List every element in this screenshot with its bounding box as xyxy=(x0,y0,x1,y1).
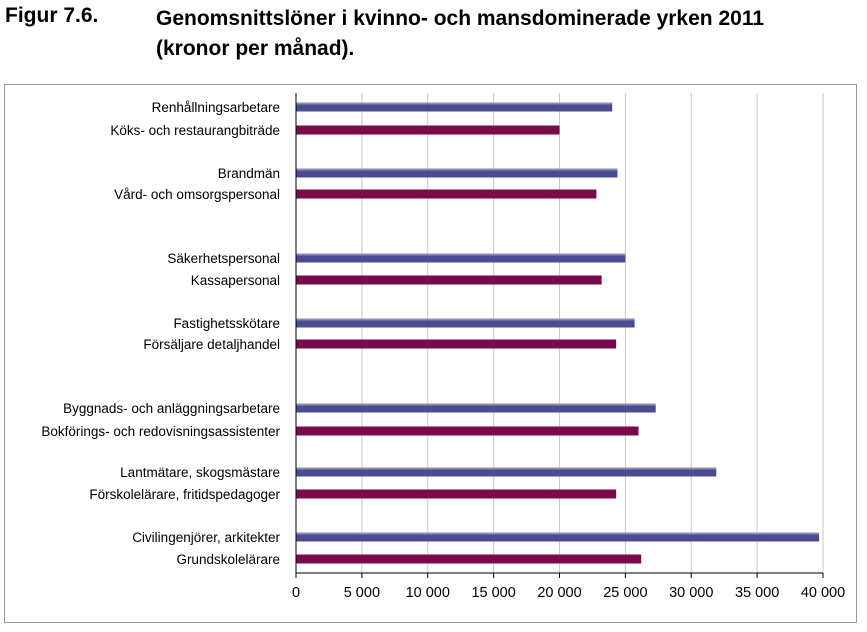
chart-frame: Renhållningsarbetare Köks- och restaurang… xyxy=(4,84,857,623)
figure-title-line-2: (kronor per månad). xyxy=(156,37,355,60)
category-label: Grundskolelärare xyxy=(176,552,280,567)
x-tick-label: 30 000 xyxy=(669,585,713,601)
category-label: Säkerhetspersonal xyxy=(167,251,280,266)
bar-men-highlight-0 xyxy=(296,102,613,105)
category-label: Kassapersonal xyxy=(191,273,280,288)
bar-chart: Renhållningsarbetare Köks- och restaurang… xyxy=(41,93,845,601)
x-tick-label: 10 000 xyxy=(406,585,450,601)
bar-men-highlight-3 xyxy=(296,318,635,321)
x-tick-label: 15 000 xyxy=(471,585,515,601)
bar-men-highlight-2 xyxy=(296,253,626,256)
category-label: Brandmän xyxy=(218,166,280,181)
category-label: Köks- och restaurangbiträde xyxy=(110,123,280,138)
category-label: Renhållningsarbetare xyxy=(152,100,280,115)
bar-men-1 xyxy=(296,168,618,178)
bar-women-4 xyxy=(296,426,639,436)
bar-men-3 xyxy=(296,318,635,328)
x-tick-label: 25 000 xyxy=(603,585,647,601)
bar-men-highlight-6 xyxy=(296,532,820,535)
bar-women-0 xyxy=(296,125,560,135)
category-label: Förskolelärare, fritidspedagoger xyxy=(89,487,280,502)
bar-women-2 xyxy=(296,275,602,285)
figure-title: Genomsnittslöner i kvinno- och mansdomin… xyxy=(156,4,856,64)
bar-men-5 xyxy=(296,467,717,477)
bar-men-0 xyxy=(296,102,613,112)
category-label: Civilingenjörer, arkitekter xyxy=(132,530,280,545)
category-label: Vård- och omsorgspersonal xyxy=(114,187,280,202)
bar-women-1 xyxy=(296,189,597,199)
figure-label: Figur 7.6. xyxy=(5,4,99,27)
x-tick-label: 20 000 xyxy=(537,585,581,601)
bar-women-3 xyxy=(296,339,617,349)
category-label: Bokförings- och redovisningsassistenter xyxy=(41,424,280,439)
category-label: Försäljare detaljhandel xyxy=(143,337,280,352)
bar-men-4 xyxy=(296,403,656,413)
category-label: Lantmätare, skogsmästare xyxy=(120,465,280,480)
category-label: Fastighetsskötare xyxy=(173,316,280,331)
x-tick-label: 0 xyxy=(292,585,300,601)
bar-men-highlight-4 xyxy=(296,403,656,406)
bar-women-5 xyxy=(296,489,617,499)
bar-men-highlight-1 xyxy=(296,168,618,171)
bar-men-6 xyxy=(296,532,820,542)
x-tick-label: 5 000 xyxy=(344,585,380,601)
x-tick-label: 40 000 xyxy=(801,585,845,601)
bar-women-6 xyxy=(296,554,642,564)
bar-men-2 xyxy=(296,253,626,263)
bar-men-highlight-5 xyxy=(296,467,717,470)
x-tick-label: 35 000 xyxy=(735,585,779,601)
figure-title-line-1: Genomsnittslöner i kvinno- och mansdomin… xyxy=(156,7,765,30)
category-label: Byggnads- och anläggningsarbetare xyxy=(63,401,280,416)
